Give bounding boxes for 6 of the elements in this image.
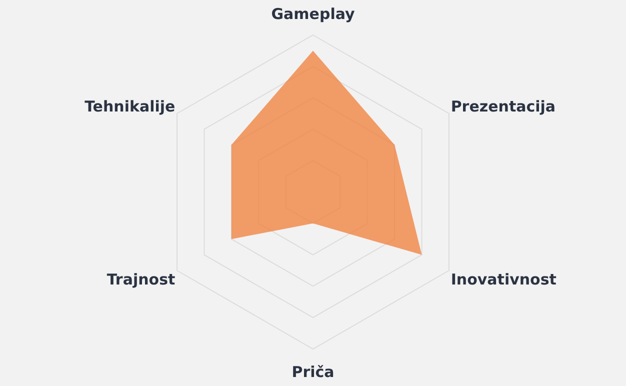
- spoke-label: Prezentacija: [450, 98, 556, 116]
- spoke-label: Gameplay: [271, 5, 355, 23]
- spoke-label: Priča: [292, 363, 334, 381]
- spoke-label: Inovativnost: [450, 270, 556, 288]
- spoke-label: Tehnikalije: [84, 98, 176, 116]
- spoke-label: Trajnost: [106, 270, 176, 288]
